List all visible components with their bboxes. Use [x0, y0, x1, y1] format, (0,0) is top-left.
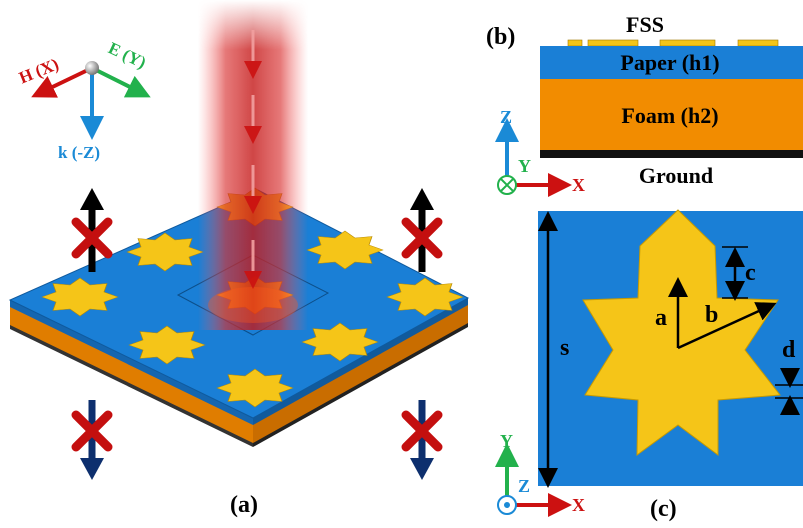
c-axis-y: Y [500, 431, 513, 451]
ground-label: Ground [639, 163, 713, 188]
dim-label-d: d [782, 337, 796, 363]
incident-beam [198, 0, 308, 330]
paper-layer [540, 46, 803, 79]
panel-c-axes [495, 443, 572, 517]
star-unit [582, 209, 781, 456]
star-element [126, 232, 204, 272]
star-element [306, 230, 384, 270]
b-axis-y: Y [518, 156, 531, 176]
b-axis-z: Z [500, 107, 512, 127]
axis-label-k: k (-Z) [58, 143, 100, 162]
dim-label-s: s [560, 335, 569, 361]
ground-layer [540, 150, 803, 158]
blocked-transmission-arrows [71, 188, 443, 480]
foam-label: Foam (h2) [621, 103, 718, 128]
c-axis-x: X [572, 495, 585, 515]
axis-label-e: E (Y) [105, 38, 149, 72]
panel-b-stackup [540, 39, 803, 158]
star-element [386, 277, 464, 317]
star-element [128, 325, 206, 365]
c-axis-z: Z [518, 476, 530, 496]
star-element [216, 368, 294, 408]
panel-label-c: (c) [650, 496, 677, 522]
dim-label-b: b [705, 302, 718, 328]
panel-c-unit-cell [538, 209, 803, 486]
star-element [301, 322, 379, 362]
fss-label: FSS [626, 12, 664, 37]
blocked-up-arrow-left [71, 188, 113, 272]
blocked-down-arrow-left [71, 400, 113, 480]
panel-label-b: (b) [486, 24, 515, 50]
dim-b-line [677, 302, 777, 350]
panel-b-axes [495, 118, 572, 197]
dim-label-c: c [745, 260, 756, 286]
panel-label-a: (a) [230, 492, 258, 518]
foam-layer [540, 79, 803, 150]
dim-label-a: a [655, 305, 667, 331]
axis-label-h: H (X) [16, 55, 61, 88]
polarization-axes [31, 61, 151, 140]
b-axis-x: X [572, 175, 585, 195]
blocked-down-arrow-right [401, 400, 443, 480]
star-element [41, 277, 119, 317]
dimension-lines [538, 211, 803, 488]
paper-label: Paper (h1) [620, 50, 719, 75]
blocked-up-arrow-right [401, 188, 443, 272]
